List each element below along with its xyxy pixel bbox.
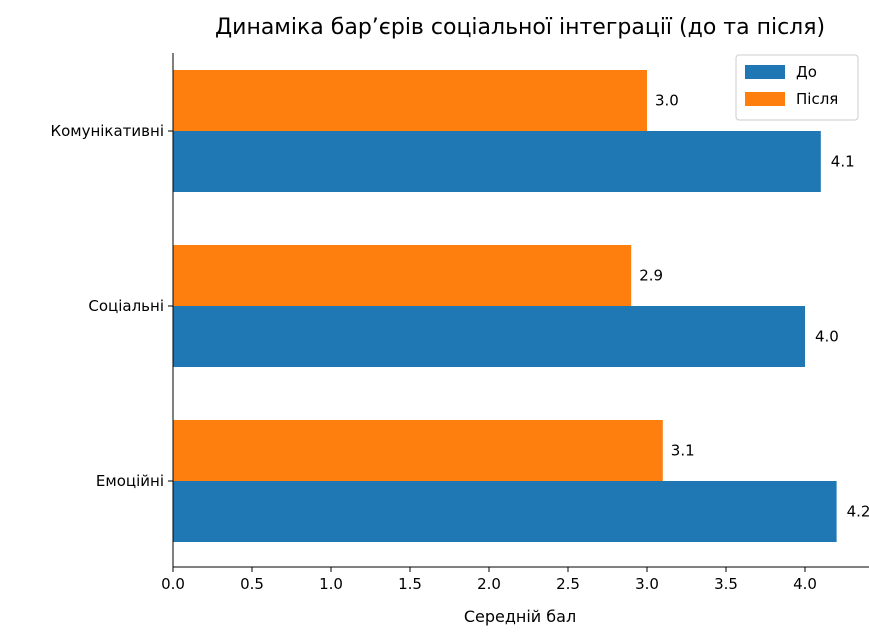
bar-after-0: [173, 70, 647, 131]
y-tick-label-1: Соціальні: [88, 297, 164, 315]
y-tick-label-0: Комунікативні: [50, 122, 164, 140]
x-tick-label-4: 2.0: [477, 575, 501, 593]
y-tick-label-2: Емоційні: [96, 472, 164, 490]
value-label-after-2: 3.1: [671, 442, 695, 460]
x-tick-label-6: 3.0: [635, 575, 659, 593]
legend-label-0: До: [796, 63, 817, 81]
x-tick-label-8: 4.0: [793, 575, 817, 593]
bar-before-1: [173, 306, 805, 367]
bar-before-2: [173, 481, 837, 542]
bar-after-2: [173, 420, 663, 481]
value-labels-layer: 3.0 4.1 2.9 4.0 3.1 4.2: [639, 92, 869, 521]
x-tick-label-2: 1.0: [319, 575, 343, 593]
value-label-before-1: 4.0: [815, 328, 839, 346]
legend-swatch-0: [745, 65, 785, 79]
bars-layer: [173, 70, 837, 542]
x-tick-label-5: 2.5: [556, 575, 580, 593]
x-axis-label: Середній бал: [464, 607, 576, 626]
bar-after-1: [173, 245, 632, 306]
value-label-before-2: 4.2: [847, 503, 869, 521]
x-tick-label-3: 1.5: [398, 575, 422, 593]
x-tick-label-1: 0.5: [240, 575, 264, 593]
legend-label-1: Після: [796, 90, 838, 108]
bar-before-0: [173, 131, 821, 192]
value-label-after-0: 3.0: [655, 92, 679, 110]
ticks-layer: Комунікативні Соціальні Емоційні 0.0 0.5 1.0 1…: [50, 122, 816, 593]
value-label-before-0: 4.1: [831, 153, 855, 171]
legend-swatch-1: [745, 92, 785, 106]
chart-title: Динаміка бар’єрів соціальної інтеграції …: [215, 15, 825, 40]
value-label-after-1: 2.9: [639, 267, 663, 285]
x-tick-label-0: 0.0: [161, 575, 185, 593]
legend: До Після: [735, 54, 859, 121]
x-tick-label-7: 3.5: [714, 575, 738, 593]
